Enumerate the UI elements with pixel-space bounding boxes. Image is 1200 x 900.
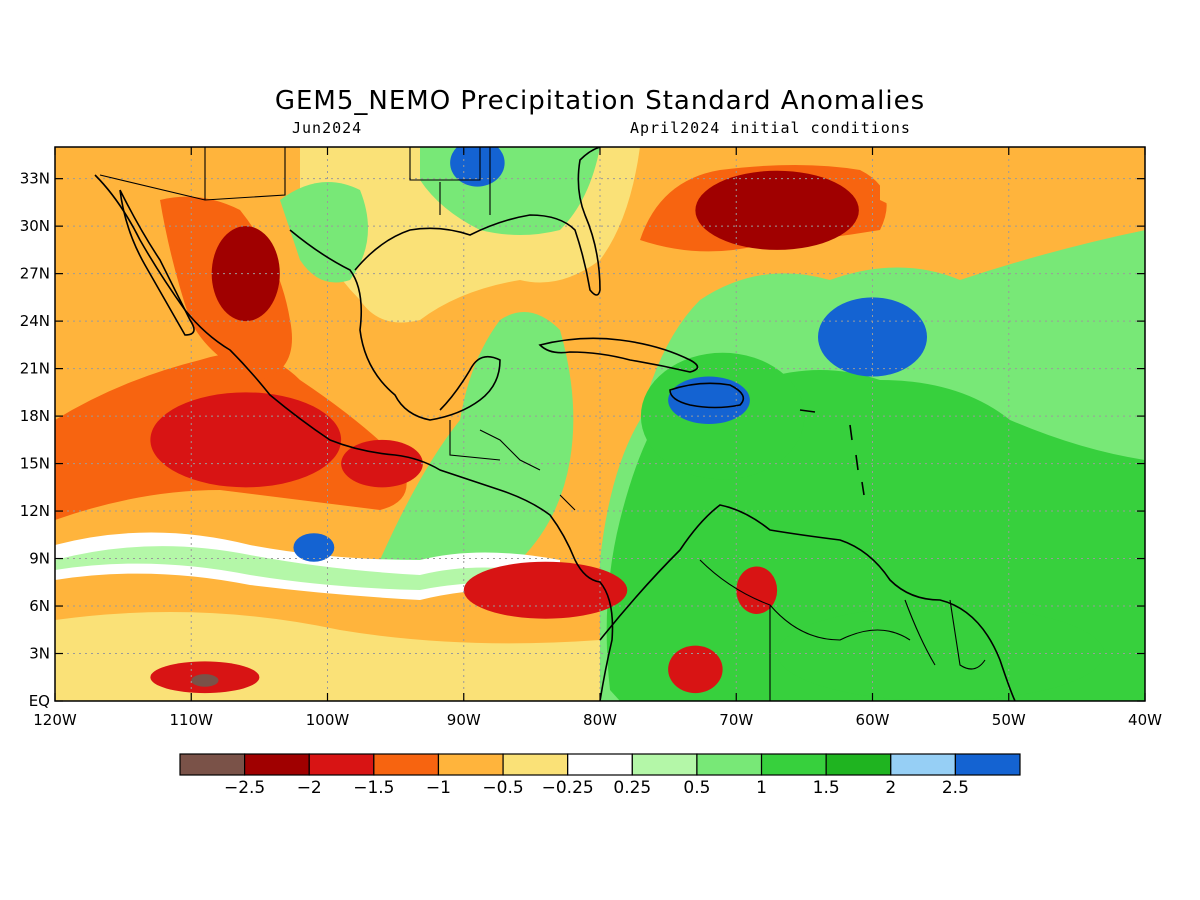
central-america-borders bbox=[449, 420, 576, 511]
x-tick-label: 120W bbox=[33, 711, 77, 729]
colorbar-swatch bbox=[308, 753, 375, 776]
anomaly-pacific-equatorial-dark bbox=[191, 674, 219, 687]
anomaly-mexico-west-coast-dry bbox=[211, 226, 280, 322]
gulf-coast bbox=[289, 229, 501, 421]
map-title: GEM5_NEMO Precipitation Standard Anomali… bbox=[274, 86, 926, 116]
mexico-plateau-wet bbox=[280, 182, 368, 283]
y-tick-label: 24N bbox=[20, 312, 50, 330]
x-tick-label: 50W bbox=[992, 711, 1026, 729]
anomaly-field bbox=[55, 147, 1145, 701]
colorbar-label: 1.5 bbox=[813, 778, 840, 798]
coastlines bbox=[94, 147, 1016, 701]
colorbar-swatch bbox=[890, 753, 956, 776]
y-tick-label: 3N bbox=[29, 645, 50, 663]
y-tick-label: 33N bbox=[20, 170, 50, 188]
colorbar-swatch bbox=[179, 753, 246, 776]
colorbar-swatch bbox=[696, 753, 763, 776]
colorbar-label: 0.25 bbox=[613, 778, 651, 798]
cuba bbox=[538, 337, 699, 373]
colorbar-label: −2.5 bbox=[224, 778, 265, 798]
colorbar-swatch bbox=[373, 753, 440, 776]
colorbar-label: −2 bbox=[297, 778, 322, 798]
colorbar-label: −1.5 bbox=[353, 778, 394, 798]
colorbar-label: 1 bbox=[756, 778, 767, 798]
x-tick-label: 80W bbox=[583, 711, 617, 729]
y-tick-label: EQ bbox=[29, 692, 50, 710]
x-tick-label: 40W bbox=[1128, 711, 1162, 729]
colorbar-swatch bbox=[567, 753, 633, 776]
colorbar-swatch bbox=[954, 753, 1021, 776]
y-tick-label: 6N bbox=[29, 597, 50, 615]
atlantic-ne-orange bbox=[880, 147, 1145, 240]
anomaly-venezuela-dry bbox=[736, 566, 778, 614]
y-tick-label: 18N bbox=[20, 407, 50, 425]
colorbar-swatch bbox=[437, 753, 504, 776]
colorbar-swatch bbox=[825, 753, 892, 776]
x-tick-label: 90W bbox=[447, 711, 481, 729]
init-conditions-label: April2024 initial conditions bbox=[630, 119, 911, 137]
x-axis-labels: 120W 110W 100W 90W 80W 70W 60W 50W 40W bbox=[33, 711, 1162, 729]
anomaly-hispaniola-very-wet bbox=[668, 376, 750, 424]
baja-california bbox=[119, 189, 195, 336]
colorbar bbox=[179, 753, 1021, 776]
anomaly-gulf-of-tehuantepec-dry bbox=[341, 439, 423, 488]
valid-month-label: Jun2024 bbox=[292, 119, 363, 137]
anomaly-colombia-dry bbox=[668, 645, 723, 694]
y-tick-label: 30N bbox=[20, 217, 50, 235]
hispaniola bbox=[669, 382, 745, 409]
colorbar-label: −1 bbox=[426, 778, 451, 798]
anomaly-panama-pacific-dry bbox=[463, 561, 628, 619]
anomaly-south-america-wet bbox=[777, 606, 1105, 701]
y-tick-label: 12N bbox=[20, 502, 50, 520]
x-tick-label: 110W bbox=[170, 711, 214, 729]
colorbar-swatch bbox=[760, 753, 827, 776]
itcz-green-band bbox=[55, 546, 560, 590]
venezuela-border bbox=[699, 559, 986, 701]
us-mexico-border bbox=[99, 147, 491, 215]
lesser-antilles bbox=[799, 409, 865, 496]
colorbar-label: 2.5 bbox=[942, 778, 969, 798]
colorbar-swatch bbox=[244, 753, 310, 776]
anomaly-pacific-itcz-very-wet bbox=[293, 533, 335, 562]
y-axis-labels: EQ 3N 6N 9N 12N 15N 18N 21N 24N 27N 30N 33N bbox=[20, 170, 50, 710]
anomaly-southeast-us-wet bbox=[450, 147, 505, 187]
anomaly-atlantic-subtropical-dry bbox=[695, 170, 859, 250]
colorbar-label: −0.25 bbox=[542, 778, 594, 798]
colorbar-label: −0.5 bbox=[482, 778, 523, 798]
x-tick-label: 60W bbox=[856, 711, 890, 729]
y-tick-label: 9N bbox=[29, 550, 50, 568]
colorbar-label: 2 bbox=[885, 778, 896, 798]
us-gulf-coast bbox=[354, 147, 601, 296]
y-tick-label: 27N bbox=[20, 265, 50, 283]
axis-ticks bbox=[54, 147, 1146, 702]
colorbar-swatch bbox=[631, 753, 698, 776]
y-tick-label: 15N bbox=[20, 455, 50, 473]
colorbar-swatch bbox=[502, 753, 569, 776]
central-america-wet bbox=[380, 312, 574, 570]
gridlines bbox=[55, 147, 1145, 701]
colorbar-labels: −2.5 −2 −1.5 −1 −0.5 −0.25 0.25 0.5 1 1.5 2 2.5 bbox=[224, 778, 969, 798]
anomaly-eastern-pacific-dry-band bbox=[150, 392, 342, 488]
x-tick-label: 100W bbox=[306, 711, 350, 729]
x-tick-label: 70W bbox=[719, 711, 753, 729]
south-america-coast bbox=[599, 504, 1016, 701]
anomaly-atlantic-very-wet bbox=[818, 297, 927, 377]
y-tick-label: 21N bbox=[20, 360, 50, 378]
colorbar-label: 0.5 bbox=[683, 778, 710, 798]
